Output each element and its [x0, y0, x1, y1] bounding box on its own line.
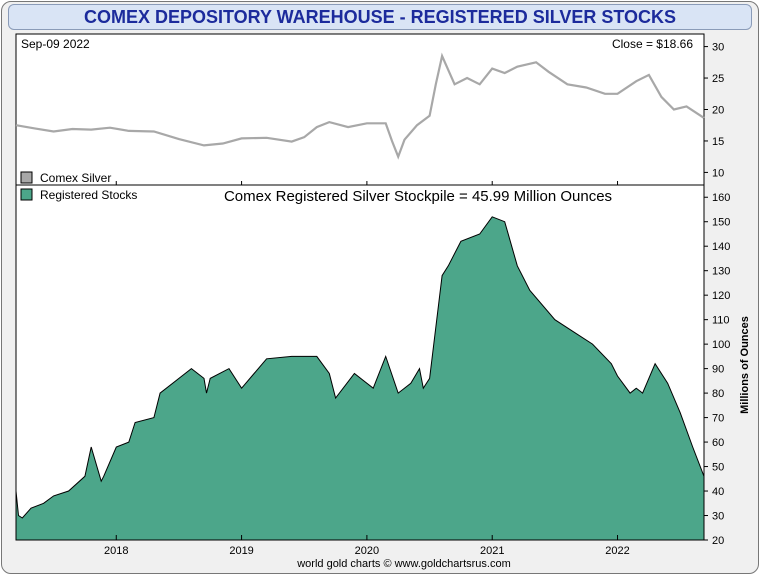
price-ytick-label: 25 [712, 73, 724, 85]
close-label: Close = $18.66 [612, 37, 693, 51]
stocks-ytick-label: 70 [712, 413, 724, 425]
price-ytick-label: 30 [712, 42, 724, 54]
xtick-label: 2021 [480, 545, 504, 557]
footer-credit: world gold charts © www.goldchartsrus.co… [296, 558, 511, 570]
price-panel [15, 33, 705, 186]
date-label: Sep-09 2022 [21, 37, 90, 51]
stocks-ytick-label: 140 [712, 241, 730, 253]
price-ytick-label: 15 [712, 136, 724, 148]
price-series [15, 52, 705, 160]
stocks-ytick-label: 110 [712, 315, 730, 327]
legend-swatch-silver [20, 171, 33, 184]
xtick-label: 2018 [104, 545, 128, 557]
y-axis-label: Millions of Ounces [739, 316, 751, 414]
silver-price-line [15, 52, 705, 160]
stocks-ytick-label: 80 [712, 388, 724, 400]
stocks-ytick-label: 160 [712, 192, 730, 204]
stocks-ytick-label: 30 [712, 511, 724, 523]
xtick-label: 2020 [355, 545, 379, 557]
stocks-ytick-label: 50 [712, 462, 724, 474]
stocks-ytick-label: 40 [712, 486, 724, 498]
stocks-ytick-label: 20 [712, 535, 724, 547]
legend-stocks: Registered Stocks [40, 188, 137, 202]
stocks-series [15, 216, 705, 541]
xtick-label: 2019 [229, 545, 253, 557]
stocks-ytick-label: 100 [712, 339, 730, 351]
registered-stocks-area [15, 216, 705, 541]
price-ytick-label: 20 [712, 105, 724, 117]
legend-swatch-stocks [20, 188, 33, 201]
axes: 10 15 20 25 30 20 30 40 50 60 70 80 90 100 110 120 130 14… [104, 42, 730, 557]
legend-silver: Comex Silver [40, 171, 111, 185]
stocks-title: Comex Registered Silver Stockpile = 45.9… [224, 188, 612, 205]
stocks-ytick-label: 90 [712, 364, 724, 376]
chart-title: COMEX DEPOSITORY WAREHOUSE - REGISTERED … [83, 7, 677, 27]
title-bar: COMEX DEPOSITORY WAREHOUSE - REGISTERED … [8, 4, 752, 30]
xtick-label: 2022 [605, 545, 629, 557]
stocks-ytick-label: 120 [712, 290, 730, 302]
stocks-ytick-label: 130 [712, 266, 730, 278]
stocks-ytick-label: 150 [712, 217, 730, 229]
price-ytick-label: 10 [712, 167, 724, 179]
stocks-ytick-label: 60 [712, 437, 724, 449]
